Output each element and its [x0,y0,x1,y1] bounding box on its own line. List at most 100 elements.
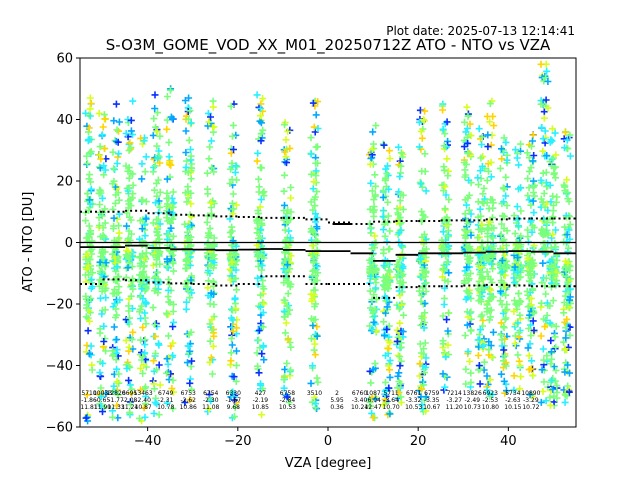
data-point [98,271,106,278]
stat-label: 6330 -1.67 9.68 [226,390,242,411]
data-point [385,333,393,341]
data-point [510,308,518,315]
data-point [529,371,537,379]
data-point [311,278,318,286]
data-point [516,362,524,370]
data-point [163,399,171,407]
data-point [517,184,525,192]
data-point [514,268,522,276]
data-point [367,179,375,187]
data-point [422,393,430,401]
data-point [478,274,486,282]
data-point [254,149,262,157]
data-point [257,130,265,138]
data-point [280,265,288,273]
data-point [479,190,487,198]
data-point [484,131,492,139]
data-point [371,312,379,320]
data-point [503,387,510,395]
data-point [97,393,105,400]
data-point [127,216,135,224]
data-point [550,270,557,278]
data-point [164,200,171,208]
data-point [397,169,405,177]
data-point [260,300,268,308]
data-point [96,186,104,194]
data-point [562,212,570,220]
data-point [502,242,510,249]
data-point [164,286,172,294]
data-point [255,336,262,344]
data-point [258,262,266,270]
data-point [149,131,157,139]
data-point [489,391,497,398]
data-point [125,307,133,315]
data-point [96,209,104,216]
data-point [254,365,262,373]
data-point [156,381,164,389]
data-point [421,107,429,115]
data-point [498,342,506,350]
data-point [127,169,135,177]
data-point [476,292,484,300]
data-point [188,385,195,393]
data-point [517,207,525,215]
data-point [89,269,96,277]
data-point [307,379,315,387]
data-point [182,305,190,313]
data-point [560,338,568,346]
data-point [538,124,546,131]
data-point [543,67,551,75]
data-point [485,256,493,264]
data-point [232,162,240,170]
data-point [313,374,321,382]
data-point [151,105,159,112]
data-point [281,329,289,337]
data-point [115,150,123,158]
data-point [85,233,93,241]
data-point [461,267,469,275]
data-point [499,212,506,220]
data-point [142,153,150,161]
upper-sigma-line [80,209,576,225]
data-point [170,267,177,275]
data-point [186,379,194,387]
stat-label-line: -3.29 [523,397,539,404]
data-point [478,141,486,148]
stat-label: 6695 -2.08 11.24 [121,390,138,411]
data-point [229,205,237,213]
data-point [149,304,157,312]
data-point [230,146,237,153]
stat-label-line: -3.35 [424,397,440,404]
data-point [280,384,288,392]
data-point [512,246,519,254]
data-point [439,370,447,378]
data-point [204,190,212,198]
data-point [110,323,118,331]
data-point [549,297,557,305]
data-point [386,356,394,364]
data-point [499,309,507,317]
data-point [153,400,161,408]
data-point [501,184,508,192]
data-point [87,148,95,156]
data-point [186,396,194,404]
data-point [153,366,161,374]
data-point [462,227,470,235]
stat-label: 6749 -2.31 10.78 [157,390,174,411]
data-point [485,346,493,354]
data-point [462,128,470,136]
data-point [467,132,475,140]
data-point [100,403,108,411]
data-point [311,193,319,201]
stat-label-line: 11.24 [121,404,138,411]
data-point [541,127,549,135]
data-point [150,357,158,365]
stat-label: 6758 -2.84 10.53 [279,390,296,411]
data-point [187,175,195,183]
data-point [444,341,452,349]
data-point [96,143,104,151]
data-point [517,373,525,381]
data-point [465,176,473,184]
data-point [129,181,137,189]
